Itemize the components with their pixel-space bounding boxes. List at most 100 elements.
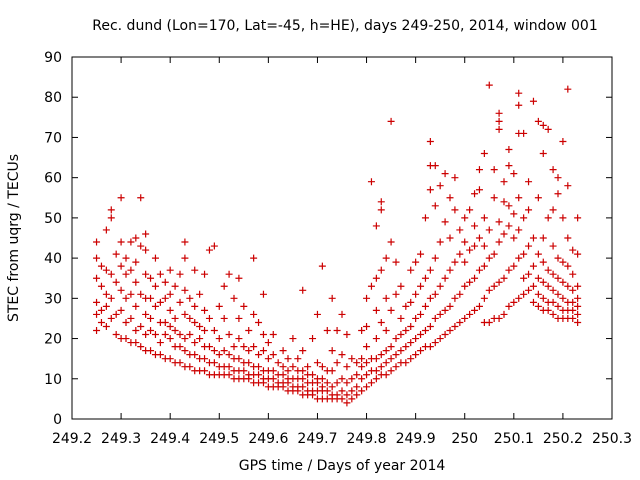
data-point [397,282,405,290]
data-point [564,234,572,242]
data-point [402,359,410,367]
data-point [534,117,542,125]
data-point [289,335,297,343]
data-point [515,101,523,109]
data-point [529,234,537,242]
data-point [210,359,218,367]
data-point [240,367,248,375]
data-point [93,274,101,282]
data-point [480,150,488,158]
data-point [510,210,518,218]
data-point [402,327,410,335]
data-point [117,238,125,246]
data-point [132,258,140,266]
data-point [475,186,483,194]
data-point [156,339,164,347]
data-point [510,170,518,178]
data-point [372,335,380,343]
data-point [431,339,439,347]
data-point [112,250,120,258]
data-point [97,262,105,270]
data-point [250,254,258,262]
data-point [181,310,189,318]
data-point [490,250,498,258]
data-point [525,286,533,294]
data-point [569,306,577,314]
data-point [461,314,469,322]
data-point [451,206,459,214]
data-point [564,85,572,93]
data-point [353,391,361,399]
data-point [485,286,493,294]
data-point [520,250,528,258]
data-point [495,278,503,286]
data-point [387,117,395,125]
plot-frame [71,56,613,420]
data-point [367,178,375,186]
data-point [480,262,488,270]
data-point [171,314,179,322]
data-point [225,371,233,379]
data-point [569,286,577,294]
data-point [412,314,420,322]
data-point [436,335,444,343]
data-point [426,322,434,330]
data-point [147,274,155,282]
data-point [299,347,307,355]
data-point [431,162,439,170]
data-point [151,254,159,262]
data-point [255,371,263,379]
data-point [574,310,582,318]
data-point [392,335,400,343]
data-point [181,335,189,343]
data-point [510,262,518,270]
data-point [358,355,366,363]
data-point [142,246,150,254]
data-point [93,298,101,306]
data-point [259,347,267,355]
data-point [358,375,366,383]
data-point [426,137,434,145]
data-point [358,387,366,395]
data-point [171,282,179,290]
data-point [402,343,410,351]
data-point [255,318,263,326]
data-point [372,274,380,282]
data-point [127,290,135,298]
data-point [534,250,542,258]
data-point [471,274,479,282]
x-tick-label: 249.2 [52,431,92,447]
data-point [122,254,130,262]
data-point [309,335,317,343]
data-point [97,318,105,326]
data-point [569,270,577,278]
data-point [554,190,562,198]
data-point [529,298,537,306]
data-point [520,290,528,298]
data-point [549,286,557,294]
data-point [471,190,479,198]
data-point [367,379,375,387]
data-point [201,327,209,335]
data-point [377,363,385,371]
data-point [407,266,415,274]
data-point [186,331,194,339]
data-point [392,290,400,298]
data-point [549,298,557,306]
data-point [363,294,371,302]
data-point [166,355,174,363]
data-point [122,335,130,343]
data-point [392,258,400,266]
data-point [554,254,562,262]
data-point [510,234,518,242]
data-point [377,206,385,214]
data-point [485,318,493,326]
data-point [264,339,272,347]
data-point [505,302,513,310]
data-point [107,270,115,278]
data-point [417,310,425,318]
data-point [392,363,400,371]
data-point [343,399,351,407]
data-point [446,327,454,335]
data-point [363,359,371,367]
